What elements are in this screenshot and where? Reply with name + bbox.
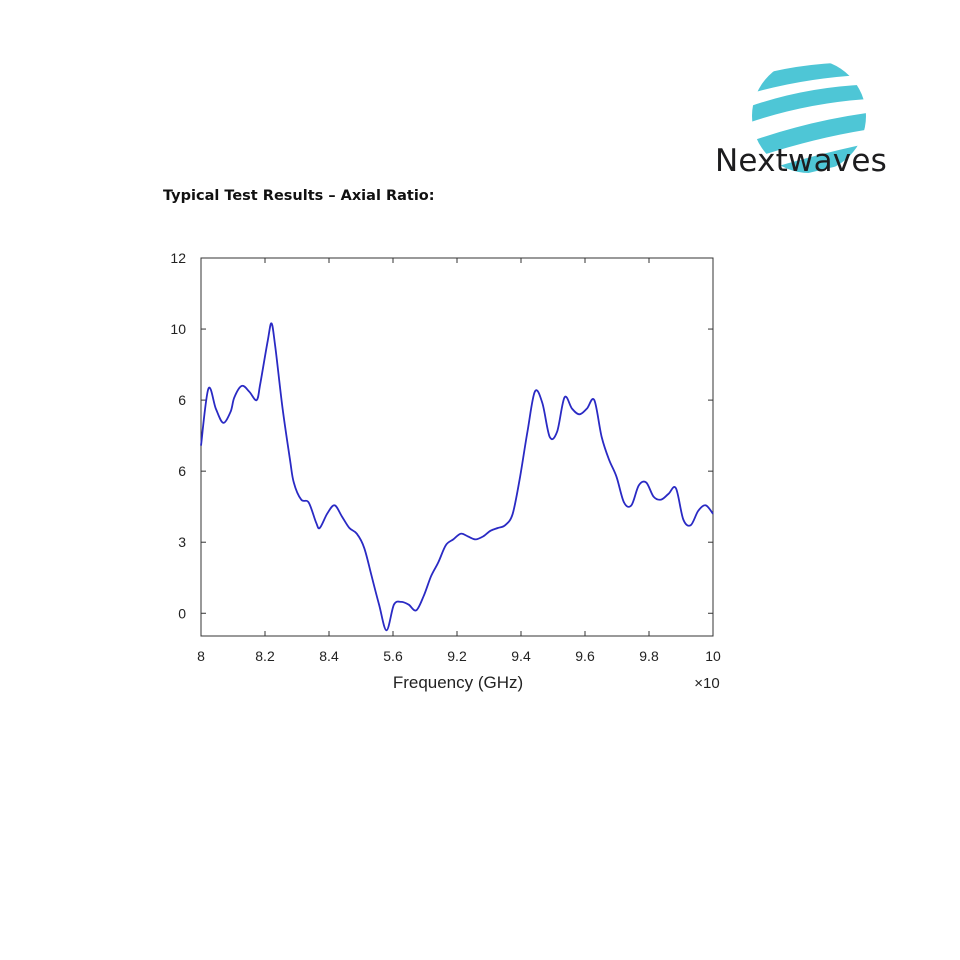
x-tick-label: 8.2 (255, 648, 275, 664)
x-tick-label: 9.2 (447, 648, 467, 664)
chart-heading: Typical Test Results – Axial Ratio: (163, 188, 435, 204)
chart-svg: 0 3 6 6 10 12 8 8.2 8.4 5.6 9.2 9.4 9.6 9.8 10 Freque… (170, 250, 721, 692)
x-axis-label: Frequency (GHz) (393, 673, 523, 692)
wave-globe-icon (752, 61, 866, 173)
y-tick-label: 0 (178, 605, 186, 621)
x-tick-label: 5.6 (383, 648, 403, 664)
brand-name: Nextwaves (715, 143, 887, 179)
plot-area-frame (200, 257, 714, 637)
x-tick-label: 9.6 (575, 648, 595, 664)
y-tick-label: 10 (170, 321, 186, 337)
x-tick-label: 8 (197, 648, 205, 664)
x-tick-label: 10 (705, 648, 721, 664)
axial-ratio-line (200, 322, 714, 632)
nextwaves-logo: Nextwaves (712, 54, 912, 178)
y-tick-label: 6 (178, 392, 186, 408)
x-tick-label: 8.4 (319, 648, 339, 664)
y-tick-label: 3 (178, 534, 186, 550)
axial-ratio-chart: 0 3 6 6 10 12 8 8.2 8.4 5.6 9.2 9.4 9.6 9.8 10 Freque… (140, 236, 740, 756)
y-tick-label: 6 (178, 463, 186, 479)
x-tick-label: 9.8 (639, 648, 659, 664)
x-multiplier-label: ×10 (694, 675, 719, 692)
y-tick-label: 12 (170, 250, 186, 266)
x-tick-label: 9.4 (511, 648, 531, 664)
